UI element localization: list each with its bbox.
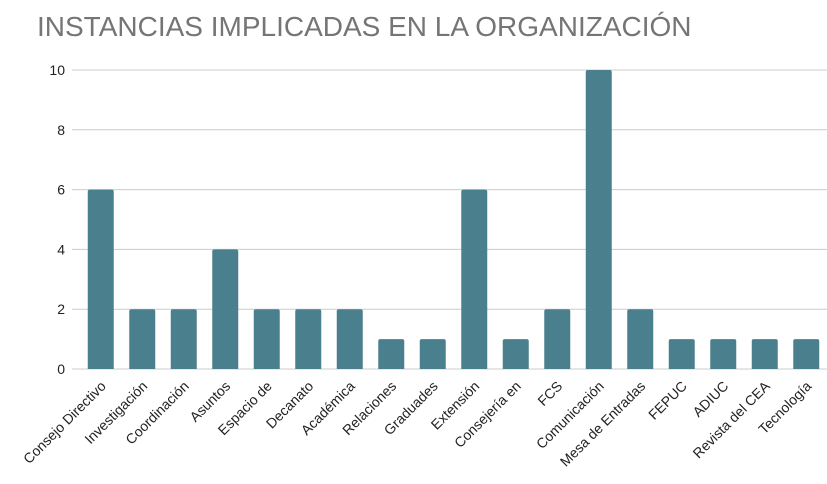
bar: [751, 339, 778, 369]
bar: [585, 70, 612, 369]
bar: [710, 339, 737, 369]
bar: [87, 189, 114, 369]
bar: [668, 339, 695, 369]
bar: [170, 309, 197, 369]
x-tick-label: FEPUC: [645, 378, 690, 423]
bar: [336, 309, 363, 369]
bar: [461, 189, 488, 369]
bar: [544, 309, 571, 369]
bar: [627, 309, 654, 369]
chart-title: INSTANCIAS IMPLICADAS EN LA ORGANIZACIÓN: [37, 11, 692, 42]
bar: [253, 309, 280, 369]
bar: [212, 249, 239, 369]
y-tick-label: 8: [57, 122, 65, 138]
y-tick-label: 0: [57, 361, 65, 377]
y-tick-label: 2: [57, 301, 65, 317]
bar: [793, 339, 820, 369]
bar: [129, 309, 156, 369]
bar: [419, 339, 446, 369]
y-tick-label: 10: [49, 62, 65, 78]
bar: [378, 339, 405, 369]
x-tick-label: FCS: [534, 378, 565, 409]
y-tick-label: 4: [57, 241, 65, 257]
bar: [295, 309, 322, 369]
y-tick-label: 6: [57, 182, 65, 198]
bar: [502, 339, 529, 369]
